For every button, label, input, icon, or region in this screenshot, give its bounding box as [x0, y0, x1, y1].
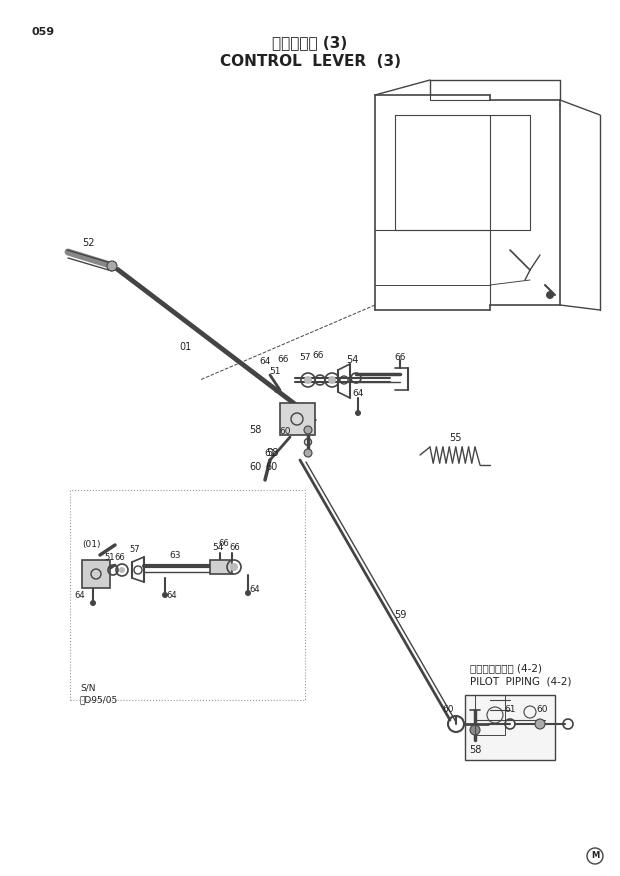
Text: 59: 59 [394, 610, 406, 620]
Circle shape [107, 261, 117, 271]
Bar [70, 490, 305, 700]
Bar [465, 695, 555, 760]
Text: 61: 61 [264, 449, 276, 457]
Text: 64: 64 [74, 590, 86, 599]
Circle shape [304, 426, 312, 434]
Circle shape [274, 387, 280, 393]
Text: (01): (01) [82, 540, 100, 549]
Circle shape [119, 567, 125, 573]
Bar [280, 403, 315, 435]
Circle shape [90, 600, 96, 606]
Circle shape [355, 410, 361, 416]
Circle shape [304, 376, 312, 384]
Circle shape [162, 592, 168, 598]
Text: 66: 66 [277, 356, 289, 364]
Text: 51: 51 [105, 554, 115, 562]
Text: 52: 52 [82, 238, 94, 248]
Text: 操作レバー (3): 操作レバー (3) [272, 36, 348, 51]
Text: 55: 55 [449, 433, 461, 443]
Circle shape [535, 719, 545, 729]
Bar [475, 695, 505, 735]
Text: 66: 66 [115, 554, 125, 562]
Circle shape [230, 563, 238, 571]
Text: 57: 57 [299, 354, 311, 363]
Text: 58: 58 [469, 745, 481, 755]
Text: 059: 059 [32, 27, 55, 37]
Text: 60: 60 [249, 462, 261, 472]
Text: 66: 66 [394, 354, 405, 363]
Text: 58: 58 [266, 448, 278, 458]
Text: S/N: S/N [80, 683, 95, 693]
Circle shape [328, 376, 336, 384]
Text: 60: 60 [536, 705, 547, 715]
Text: 66: 66 [218, 540, 229, 548]
Text: 64: 64 [352, 388, 364, 398]
Text: 58: 58 [249, 425, 261, 435]
Circle shape [470, 725, 480, 735]
Text: 01: 01 [179, 342, 191, 352]
Text: 54: 54 [346, 355, 358, 365]
Text: 54: 54 [212, 542, 224, 552]
Text: 64: 64 [167, 591, 177, 601]
Text: 66: 66 [229, 542, 241, 552]
Circle shape [546, 291, 554, 299]
Text: パイロット配管 (4-2): パイロット配管 (4-2) [470, 663, 542, 673]
Text: 61: 61 [504, 705, 516, 715]
Bar [82, 560, 110, 588]
Circle shape [245, 590, 251, 596]
Text: ～D95/05: ～D95/05 [80, 696, 118, 704]
Text: CONTROL  LEVER  (3): CONTROL LEVER (3) [219, 54, 401, 69]
Text: 57: 57 [130, 546, 140, 555]
Text: M: M [591, 851, 599, 860]
Text: 60: 60 [279, 427, 291, 436]
Text: 64: 64 [259, 357, 271, 366]
Text: 64: 64 [250, 585, 260, 595]
Circle shape [304, 449, 312, 457]
Text: PILOT  PIPING  (4-2): PILOT PIPING (4-2) [470, 677, 572, 687]
Text: 60: 60 [442, 705, 454, 715]
Text: 66: 66 [312, 351, 324, 361]
Text: 60: 60 [266, 462, 278, 472]
Circle shape [294, 416, 300, 422]
Text: 51: 51 [269, 368, 281, 377]
Bar [210, 560, 232, 574]
Text: 63: 63 [169, 552, 181, 561]
